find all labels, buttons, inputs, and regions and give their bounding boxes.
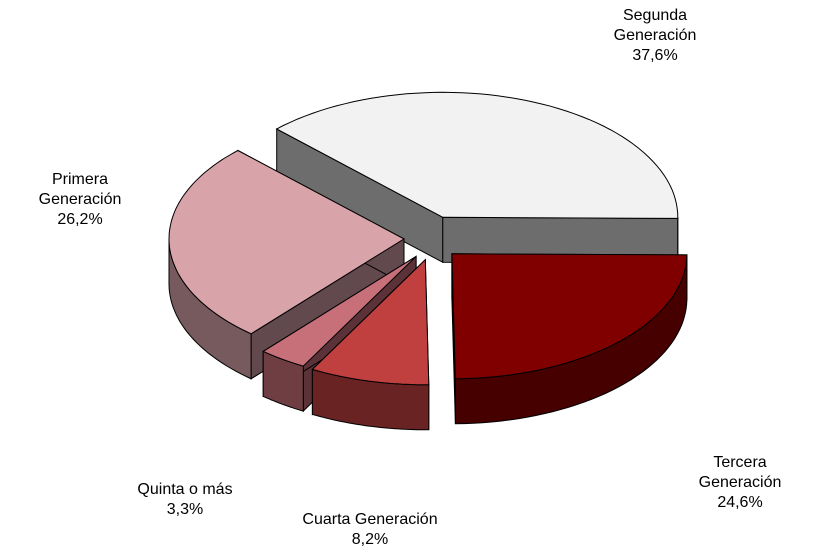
slice-value: 8,2% <box>351 531 389 548</box>
data-label: Tercera Generación 24,6% <box>680 453 800 513</box>
slice-value: 37,6% <box>632 47 678 64</box>
data-label: Cuarta Generación 8,2% <box>265 510 475 550</box>
slice-name: Primera Generación <box>38 171 122 208</box>
slice-top <box>275 91 679 219</box>
slice-name: Tercera Generación <box>698 454 782 491</box>
slice-name: Cuarta Generación <box>302 511 438 528</box>
slice-top <box>451 253 688 380</box>
data-label: Quinta o más 3,3% <box>105 480 265 520</box>
slice-value: 3,3% <box>166 501 204 518</box>
slice-value: 26,2% <box>57 211 103 228</box>
slice-name: Quinta o más <box>137 481 233 498</box>
slice <box>311 258 430 431</box>
slice-name: Segunda Generación <box>613 7 697 44</box>
data-label: Segunda Generación 37,6% <box>600 6 710 66</box>
slice-top <box>168 149 406 335</box>
slice-top <box>311 258 430 386</box>
data-label: Primera Generación 26,2% <box>20 170 140 230</box>
slice-top <box>262 255 417 367</box>
slice-value: 24,6% <box>717 494 763 511</box>
slice <box>275 91 679 264</box>
slice <box>451 253 688 425</box>
